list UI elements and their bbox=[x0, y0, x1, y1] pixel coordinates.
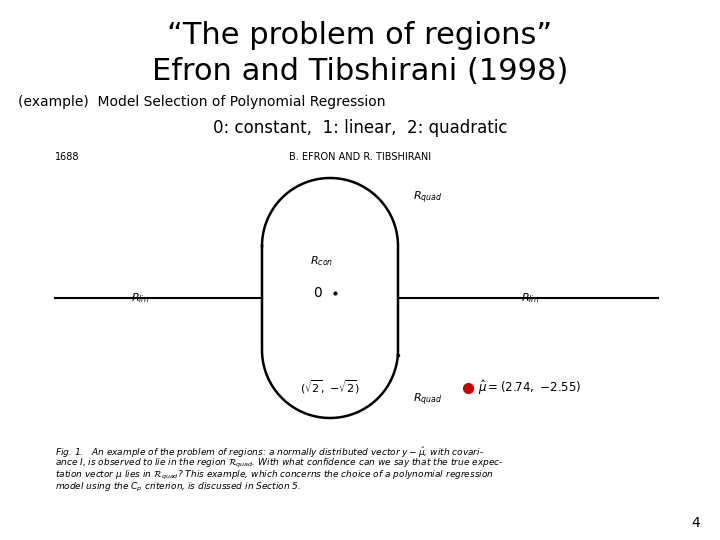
Text: $R_{quad}$: $R_{quad}$ bbox=[413, 392, 442, 408]
Text: (example)  Model Selection of Polynomial Regression: (example) Model Selection of Polynomial … bbox=[18, 95, 385, 109]
Text: $R_{quad}$: $R_{quad}$ bbox=[413, 190, 442, 206]
Text: 4: 4 bbox=[691, 516, 700, 530]
Text: $R_{lin}$: $R_{lin}$ bbox=[131, 291, 149, 305]
Text: 0: constant,  1: linear,  2: quadratic: 0: constant, 1: linear, 2: quadratic bbox=[212, 119, 508, 137]
Text: $R_{lin}$: $R_{lin}$ bbox=[521, 291, 539, 305]
Text: B. EFRON AND R. TIBSHIRANI: B. EFRON AND R. TIBSHIRANI bbox=[289, 152, 431, 162]
Text: 1688: 1688 bbox=[55, 152, 79, 162]
Text: model using the $C_p$ criterion, is discussed in Section 5.: model using the $C_p$ criterion, is disc… bbox=[55, 481, 301, 494]
Text: Efron and Tibshirani (1998): Efron and Tibshirani (1998) bbox=[152, 57, 568, 86]
Text: Fig. 1.   An example of the problem of regions: a normally distributed vector $y: Fig. 1. An example of the problem of reg… bbox=[55, 445, 484, 460]
Text: $R_{con}$: $R_{con}$ bbox=[310, 254, 333, 268]
Text: ance I, is observed to lie in the region $\mathcal{R}_{quad}$. With what confide: ance I, is observed to lie in the region… bbox=[55, 457, 503, 470]
Text: 0: 0 bbox=[313, 286, 322, 300]
Text: tation vector $\mu$ lies in $\mathcal{R}_{quad}$? This example, which concerns t: tation vector $\mu$ lies in $\mathcal{R}… bbox=[55, 469, 494, 482]
Text: $\hat{\mu} = (2.74,\ {-}2.55)$: $\hat{\mu} = (2.74,\ {-}2.55)$ bbox=[478, 379, 581, 397]
Text: $(\sqrt{2},\ {-}\sqrt{2})$: $(\sqrt{2},\ {-}\sqrt{2})$ bbox=[300, 379, 360, 396]
Text: “The problem of regions”: “The problem of regions” bbox=[168, 21, 552, 50]
